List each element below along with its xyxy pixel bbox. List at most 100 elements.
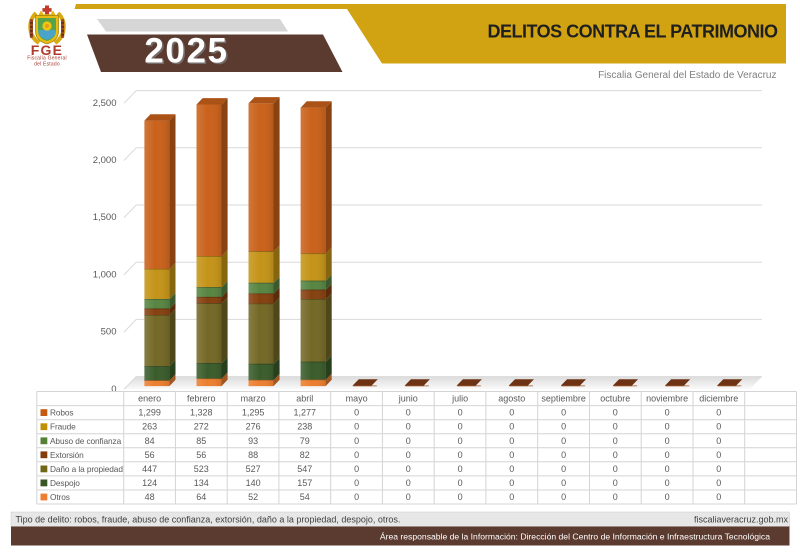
svg-text:DELITOS CONTRA EL PATRIMONIO: DELITOS CONTRA EL PATRIMONIO xyxy=(487,22,778,42)
svg-text:64: 64 xyxy=(196,492,206,502)
svg-text:0: 0 xyxy=(406,478,411,488)
svg-text:Robos: Robos xyxy=(50,408,73,418)
svg-text:2,500: 2,500 xyxy=(93,98,117,109)
svg-text:134: 134 xyxy=(194,478,209,488)
svg-text:enero: enero xyxy=(138,394,161,404)
svg-text:0: 0 xyxy=(561,450,566,460)
svg-text:82: 82 xyxy=(300,450,310,460)
svg-text:0: 0 xyxy=(509,408,514,418)
svg-text:0: 0 xyxy=(561,492,566,502)
svg-text:0: 0 xyxy=(458,450,463,460)
svg-text:0: 0 xyxy=(665,450,670,460)
svg-text:Fraude: Fraude xyxy=(50,422,76,432)
svg-text:0: 0 xyxy=(665,464,670,474)
svg-text:0: 0 xyxy=(509,464,514,474)
svg-text:0: 0 xyxy=(406,408,411,418)
svg-text:1,500: 1,500 xyxy=(93,212,117,223)
svg-text:junio: junio xyxy=(398,394,418,404)
svg-text:0: 0 xyxy=(111,384,116,395)
svg-text:0: 0 xyxy=(354,436,359,446)
svg-text:2025: 2025 xyxy=(144,31,228,70)
svg-text:0: 0 xyxy=(613,408,618,418)
svg-text:0: 0 xyxy=(665,422,670,432)
svg-text:52: 52 xyxy=(248,492,258,502)
svg-text:0: 0 xyxy=(509,492,514,502)
svg-text:0: 0 xyxy=(509,436,514,446)
svg-text:0: 0 xyxy=(716,464,721,474)
svg-text:0: 0 xyxy=(354,492,359,502)
svg-text:0: 0 xyxy=(665,408,670,418)
svg-text:48: 48 xyxy=(145,492,155,502)
svg-text:Tipo de delito: robos, fraude,: Tipo de delito: robos, fraude, abuso de … xyxy=(16,515,401,525)
svg-text:diciembre: diciembre xyxy=(699,394,738,404)
svg-text:1,277: 1,277 xyxy=(294,408,317,418)
svg-text:0: 0 xyxy=(716,422,721,432)
svg-text:0: 0 xyxy=(406,492,411,502)
svg-text:0: 0 xyxy=(716,408,721,418)
svg-text:1,328: 1,328 xyxy=(190,408,213,418)
svg-text:0: 0 xyxy=(561,408,566,418)
svg-text:fiscaliaveracruz.gob.mx: fiscaliaveracruz.gob.mx xyxy=(694,515,789,525)
svg-text:Fiscalía General: Fiscalía General xyxy=(27,56,67,62)
svg-text:0: 0 xyxy=(613,422,618,432)
svg-text:0: 0 xyxy=(509,450,514,460)
svg-text:FGE: FGE xyxy=(31,42,63,58)
svg-text:0: 0 xyxy=(561,436,566,446)
svg-text:1,295: 1,295 xyxy=(242,408,265,418)
svg-text:0: 0 xyxy=(354,478,359,488)
svg-text:56: 56 xyxy=(145,450,155,460)
svg-text:263: 263 xyxy=(142,422,157,432)
svg-text:0: 0 xyxy=(458,422,463,432)
svg-text:Fiscalia General del Estado de: Fiscalia General del Estado de Veracruz xyxy=(598,70,776,81)
svg-text:0: 0 xyxy=(406,464,411,474)
svg-text:500: 500 xyxy=(101,327,117,338)
svg-text:0: 0 xyxy=(613,492,618,502)
svg-text:0: 0 xyxy=(716,478,721,488)
svg-text:octubre: octubre xyxy=(600,394,630,404)
svg-text:54: 54 xyxy=(300,492,310,502)
svg-text:93: 93 xyxy=(248,436,258,446)
svg-text:0: 0 xyxy=(561,422,566,432)
svg-text:1,299: 1,299 xyxy=(138,408,161,418)
svg-text:124: 124 xyxy=(142,478,157,488)
svg-text:0: 0 xyxy=(354,464,359,474)
svg-text:0: 0 xyxy=(665,492,670,502)
svg-text:0: 0 xyxy=(613,464,618,474)
svg-text:0: 0 xyxy=(354,450,359,460)
svg-text:septiembre: septiembre xyxy=(541,394,586,404)
svg-text:0: 0 xyxy=(354,422,359,432)
svg-text:0: 0 xyxy=(406,436,411,446)
svg-text:447: 447 xyxy=(142,464,157,474)
svg-text:79: 79 xyxy=(300,436,310,446)
svg-text:56: 56 xyxy=(196,450,206,460)
svg-text:Extorsión: Extorsión xyxy=(50,450,84,460)
svg-text:276: 276 xyxy=(246,422,261,432)
svg-text:marzo: marzo xyxy=(241,394,266,404)
svg-text:0: 0 xyxy=(665,478,670,488)
svg-text:mayo: mayo xyxy=(346,394,368,404)
svg-text:547: 547 xyxy=(297,464,312,474)
svg-text:0: 0 xyxy=(458,436,463,446)
svg-text:Abuso de confianza: Abuso de confianza xyxy=(50,436,122,446)
svg-text:0: 0 xyxy=(354,408,359,418)
svg-text:272: 272 xyxy=(194,422,209,432)
svg-text:2025: 2025 xyxy=(146,33,230,72)
svg-text:85: 85 xyxy=(196,436,206,446)
svg-text:febrero: febrero xyxy=(187,394,216,404)
svg-text:0: 0 xyxy=(716,492,721,502)
svg-text:0: 0 xyxy=(561,478,566,488)
svg-text:0: 0 xyxy=(458,492,463,502)
svg-text:0: 0 xyxy=(458,464,463,474)
svg-text:julio: julio xyxy=(451,394,468,404)
svg-text:agosto: agosto xyxy=(498,394,525,404)
svg-text:Otros: Otros xyxy=(50,492,70,502)
svg-text:0: 0 xyxy=(406,422,411,432)
svg-text:0: 0 xyxy=(406,450,411,460)
svg-text:238: 238 xyxy=(297,422,312,432)
svg-text:140: 140 xyxy=(246,478,261,488)
svg-text:0: 0 xyxy=(458,408,463,418)
svg-text:Daño a la propiedad: Daño a la propiedad xyxy=(50,464,123,474)
svg-text:157: 157 xyxy=(297,478,312,488)
svg-text:88: 88 xyxy=(248,450,258,460)
svg-text:0: 0 xyxy=(665,436,670,446)
